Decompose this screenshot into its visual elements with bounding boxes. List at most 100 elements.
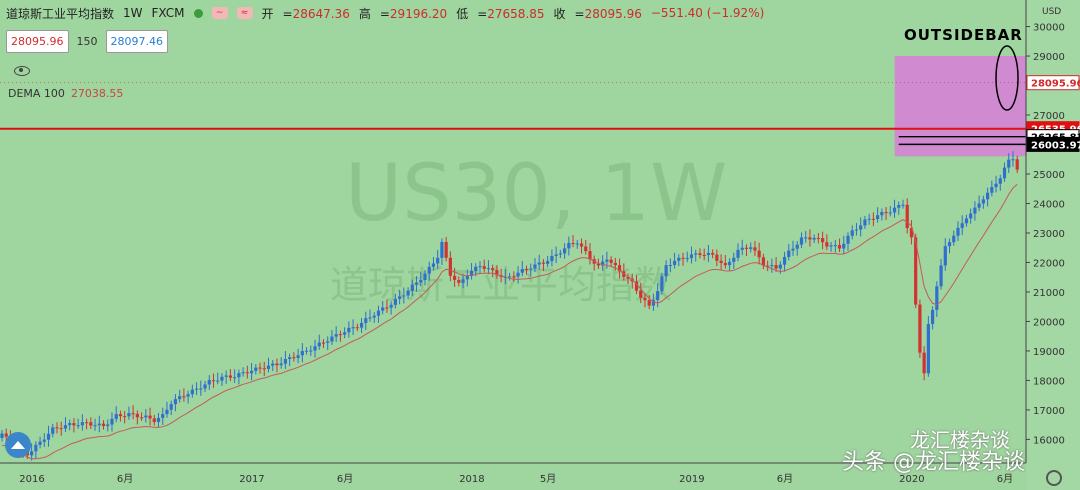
- candle-body: [131, 413, 135, 415]
- candle-body: [478, 266, 482, 268]
- candle-body: [837, 245, 842, 249]
- candle-body: [457, 279, 461, 283]
- candle-body: [723, 263, 727, 266]
- candle-body: [829, 245, 833, 247]
- gear-icon[interactable]: [1046, 470, 1062, 486]
- candle-body: [935, 286, 939, 310]
- candle-body: [296, 355, 300, 359]
- candle-body: [165, 409, 169, 415]
- x-tick-label: 6月: [337, 473, 353, 485]
- candle-body: [897, 205, 901, 208]
- candle-body: [850, 230, 854, 236]
- candle-body: [338, 334, 342, 336]
- candle-body: [770, 265, 774, 267]
- candle-body: [207, 380, 211, 385]
- candle-body: [38, 441, 42, 445]
- indicator-legend[interactable]: DEMA 100 27038.55: [8, 87, 123, 100]
- candle-body: [304, 350, 309, 352]
- candle-body: [791, 248, 795, 251]
- candle-body: [981, 199, 985, 204]
- candle-body: [719, 260, 723, 264]
- candle-body: [969, 213, 973, 219]
- candle-body: [901, 204, 905, 206]
- candle-body: [76, 425, 80, 427]
- outsidebar-zone: [894, 56, 1026, 157]
- candle-body: [474, 266, 478, 271]
- candle-body: [292, 357, 296, 359]
- candle-body: [431, 263, 436, 267]
- candle-body: [842, 243, 846, 249]
- candle-body: [486, 268, 491, 270]
- candle-body: [321, 342, 326, 344]
- symbol-name[interactable]: 道琼斯工业平均指数: [6, 6, 115, 21]
- candle-body: [444, 241, 448, 258]
- candle-body: [571, 243, 575, 245]
- candle-body: [664, 265, 668, 277]
- candle-body: [939, 265, 943, 287]
- candle-body: [355, 327, 359, 329]
- candle-body: [799, 237, 804, 245]
- candle-body: [334, 334, 338, 337]
- candle-body: [617, 265, 622, 272]
- candle-body: [821, 238, 825, 243]
- candle-body: [173, 399, 178, 405]
- outsidebar-annotation: OUTSIDEBAR: [904, 26, 1023, 44]
- candle-body: [816, 237, 820, 239]
- candle-body: [537, 262, 541, 265]
- buy-button[interactable]: 28097.46: [105, 30, 168, 53]
- open-readout: 开 =28647.36: [261, 6, 350, 21]
- visibility-eye-icon[interactable]: [14, 66, 30, 76]
- candle-body: [757, 250, 761, 258]
- candle-body: [605, 259, 609, 262]
- candle-body: [1015, 159, 1019, 170]
- candle-body: [558, 253, 562, 255]
- candle-body: [63, 425, 68, 429]
- trade-buttons: 28095.96 150 28097.46: [6, 30, 168, 53]
- candle-body: [672, 260, 677, 265]
- candle-body: [97, 423, 101, 426]
- sell-button[interactable]: 28095.96: [6, 30, 69, 53]
- candle-body: [668, 264, 672, 266]
- candle-body: [990, 187, 994, 193]
- candle-body: [461, 279, 465, 283]
- candle-body: [34, 444, 38, 452]
- candle-body: [960, 223, 964, 228]
- tradingview-logo-icon[interactable]: [5, 432, 31, 458]
- candle-body: [825, 242, 829, 247]
- compare-icon[interactable]: ~: [211, 7, 228, 19]
- price-tag-1: [1026, 75, 1080, 91]
- interval-label[interactable]: 1W: [123, 6, 143, 20]
- spread-label: 150: [76, 35, 98, 48]
- x-tick-label: 6月: [117, 473, 133, 485]
- candle-body: [634, 281, 639, 291]
- candle-body: [245, 372, 249, 374]
- candle-body: [753, 247, 757, 251]
- candle-body: [330, 336, 334, 342]
- candle-body: [639, 290, 643, 298]
- candle-body: [681, 257, 685, 259]
- change-readout: −551.40 (−1.92%): [650, 6, 765, 20]
- y-tick-label: 22000: [1033, 258, 1065, 269]
- y-tick-label: 21000: [1033, 288, 1065, 299]
- symbol-header: 道琼斯工业平均指数 1W FXCM ~ ≈ 开 =28647.36 高 =29196…: [6, 4, 773, 22]
- candle-body: [524, 269, 529, 271]
- candle-body: [317, 342, 321, 347]
- candle-body: [579, 243, 584, 247]
- candle-body: [859, 225, 863, 230]
- candle-body: [588, 251, 592, 260]
- candle-body: [1007, 159, 1011, 168]
- candle-body: [228, 375, 233, 378]
- candle-body: [766, 265, 770, 267]
- candle-body: [812, 237, 816, 240]
- candle-body: [541, 262, 546, 264]
- candle-body: [854, 229, 859, 231]
- y-tick-label: 19000: [1033, 347, 1065, 358]
- candle-body: [46, 433, 51, 440]
- candle-body: [351, 327, 355, 329]
- overlay-icon[interactable]: ≈: [236, 7, 253, 19]
- candle-body: [677, 257, 681, 261]
- candle-body: [216, 380, 220, 382]
- price-tag-label: 26003.97: [1031, 140, 1080, 151]
- candle-body: [406, 290, 410, 296]
